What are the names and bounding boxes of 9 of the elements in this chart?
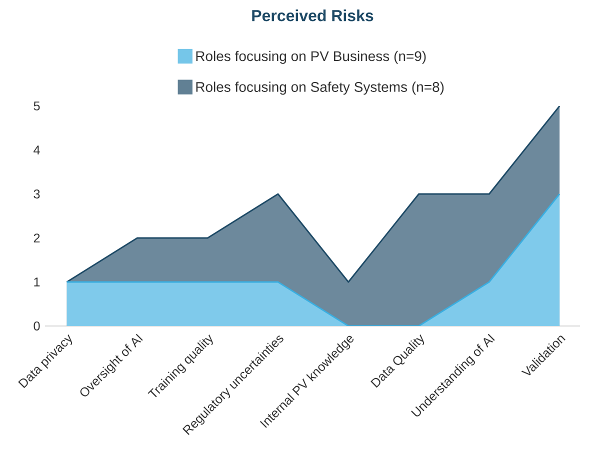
y-tick-label: 4	[34, 146, 40, 154]
y-tick-label: 2	[34, 234, 40, 242]
chart-title: Perceived Risks	[252, 10, 374, 22]
y-tick-label: 3	[34, 190, 40, 198]
legend-label: Roles focusing on Safety Systems (n=8)	[196, 82, 444, 95]
y-tick-label: 0	[34, 322, 40, 330]
legend-label: Roles focusing on PV Business (n=9)	[196, 50, 426, 64]
y-tick-label: 5	[34, 102, 40, 110]
y-tick-label: 1	[34, 278, 40, 286]
